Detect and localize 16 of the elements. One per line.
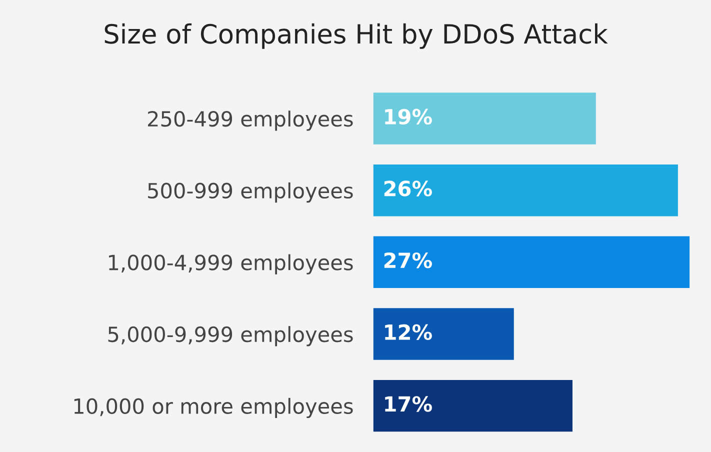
data-label: 12% xyxy=(385,324,432,340)
y-tick-label: 5,000-9,999 employees xyxy=(108,326,353,346)
y-tick-label: 250-499 employees xyxy=(148,110,353,131)
data-label: 19% xyxy=(385,108,432,125)
data-label: 26% xyxy=(384,180,432,196)
chart-title: Size of Companies Hit by DDoS Attack xyxy=(104,23,608,49)
bar xyxy=(373,380,572,432)
y-tick-label: 1,000-4,999 employees xyxy=(109,254,353,274)
data-label: 27% xyxy=(384,252,432,268)
bar xyxy=(373,308,514,360)
y-tick-label: 500-999 employees xyxy=(148,182,353,203)
bar xyxy=(373,236,690,288)
bar xyxy=(373,92,596,144)
y-tick-label: 10,000 or more employees xyxy=(74,398,353,418)
bar xyxy=(373,164,678,216)
data-label: 17% xyxy=(385,396,432,412)
